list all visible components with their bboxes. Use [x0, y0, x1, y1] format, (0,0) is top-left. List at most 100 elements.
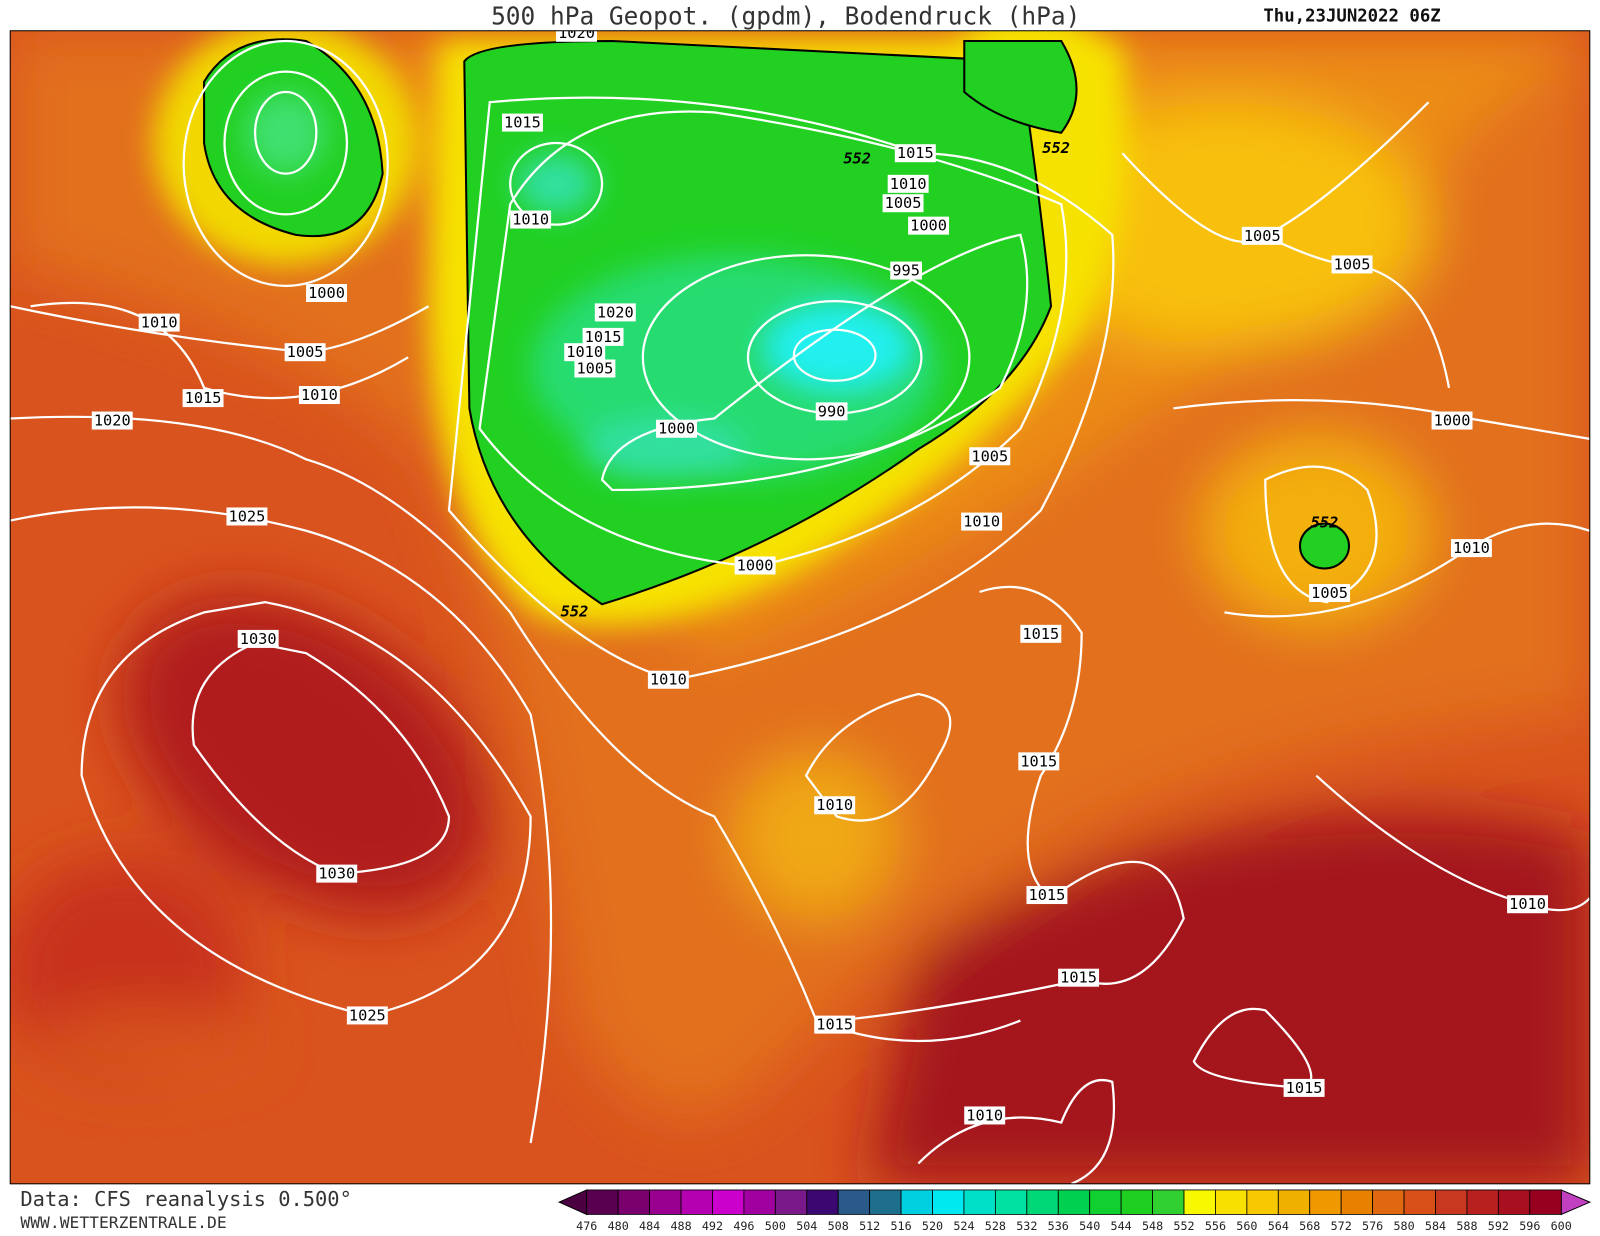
isobar-value: 1000: [737, 556, 774, 574]
colorbar-swatch: [1057, 1189, 1091, 1215]
colorbar-label: 540: [1079, 1219, 1100, 1233]
contour-label: 552: [1311, 514, 1339, 532]
isobar-label: 1015: [182, 389, 224, 408]
label-box: [1331, 255, 1373, 274]
colorbar-swatch: [1152, 1189, 1185, 1215]
colorbar-label: 568: [1299, 1219, 1320, 1233]
isobar-label: 1010: [1450, 539, 1492, 558]
label-box: [887, 174, 929, 193]
isobar-value: 1005: [971, 447, 1008, 465]
colorbar-swatch: [1183, 1189, 1216, 1215]
isobar-label: 1020: [556, 30, 597, 42]
colorbar-label: 476: [576, 1219, 597, 1233]
colorbar-swatch: [712, 1189, 745, 1215]
isobar-label: 1000: [656, 419, 697, 438]
label-box: [574, 359, 616, 378]
labels: 1020101510151010100510009959901010102010…: [91, 30, 1549, 1125]
colorbar-label: 548: [1142, 1219, 1163, 1233]
map-frame: [9, 30, 1591, 1185]
colorbar-label: 528: [985, 1219, 1006, 1233]
label-box: [1431, 411, 1473, 430]
colorbar-label: 516: [891, 1219, 912, 1233]
website: WWW.WETTERZENTRALE.DE: [20, 1213, 226, 1232]
isobar-label: 1015: [1018, 752, 1060, 771]
label-box: [961, 512, 1003, 531]
isobar-value: 1010: [816, 796, 853, 814]
label-box: [1020, 624, 1062, 643]
colorbar-swatch: [1089, 1189, 1122, 1215]
colorbar-label: 588: [1456, 1219, 1477, 1233]
isobar-label: 1010: [138, 313, 180, 332]
map-area: 1020101510151010100510009959901010102010…: [10, 30, 1590, 1184]
label-box: [226, 507, 268, 526]
isobar-value: 1015: [1060, 969, 1097, 987]
isobar-value: 1010: [966, 1106, 1003, 1124]
colorbar-label: 488: [670, 1219, 691, 1233]
colorbar-label: 484: [639, 1219, 660, 1233]
isobar-value: 1015: [504, 114, 541, 132]
label-box: [1058, 968, 1100, 987]
isobar-label: 1015: [582, 327, 624, 346]
colorbar-swatch: [743, 1189, 776, 1215]
colorbar-swatch: [1529, 1189, 1562, 1215]
colorbar-swatch: [900, 1189, 933, 1215]
colorbar-swatch: [806, 1189, 839, 1215]
isobar-value: 1015: [1286, 1079, 1323, 1097]
label-box: [237, 629, 279, 648]
isobar-label: 1005: [284, 343, 326, 362]
isobar-label: 1020: [594, 303, 636, 322]
label-box: [969, 447, 1011, 466]
isobar-value: 1000: [910, 217, 947, 235]
colorbar-label: 592: [1488, 1219, 1509, 1233]
isobar-value: 1015: [1020, 752, 1057, 770]
isobar-label: 1015: [1058, 968, 1100, 987]
isobar-label: 1020: [91, 411, 133, 430]
colorbar-label: 508: [828, 1219, 849, 1233]
isobar-label: 1015: [1283, 1078, 1325, 1097]
label-box: [734, 556, 776, 575]
colorbar-swatch: [994, 1189, 1028, 1215]
colorbar-label: 520: [922, 1219, 943, 1233]
isobar-label: 1010: [298, 386, 340, 405]
label-box: [298, 386, 340, 405]
label-box: [564, 343, 606, 362]
isobar-label: 1015: [501, 113, 543, 132]
label-box: [501, 113, 543, 132]
colorbar-label: 500: [765, 1219, 786, 1233]
colorbar-swatch: [1215, 1189, 1248, 1215]
isobar-label: 1010: [961, 512, 1003, 531]
label-box: [964, 1106, 1006, 1125]
isobar-label: 1005: [574, 359, 616, 378]
colorbar-swatch: [649, 1189, 682, 1215]
colorbar-label: 504: [796, 1219, 817, 1233]
isobar-label: 1015: [1020, 624, 1062, 643]
isobar-label: 1030: [316, 864, 358, 883]
isobar-value: 1010: [650, 671, 687, 689]
colorbar-swatch: [963, 1189, 996, 1215]
isobar-value: 1010: [1509, 895, 1546, 913]
isobar-label: 1030: [237, 629, 279, 648]
isobar-value: 1005: [885, 194, 922, 212]
colorbar-label: 560: [1236, 1219, 1257, 1233]
label-box: [1018, 752, 1060, 771]
label-box: [594, 303, 636, 322]
isobar-value: 1010: [512, 211, 549, 229]
isobar-value: 1030: [318, 865, 355, 883]
isobar-value: 1015: [185, 389, 222, 407]
colorbar-swatch: [1372, 1189, 1405, 1215]
colorbar-swatch: [1435, 1189, 1468, 1215]
label-box: [1241, 226, 1283, 245]
label-box: [1026, 886, 1068, 905]
label-box: [814, 796, 856, 815]
isobar-value: 1015: [1022, 625, 1059, 643]
isobar-value: 1005: [1311, 584, 1348, 602]
label-box: [1309, 584, 1351, 602]
isobar-value: 1005: [576, 360, 613, 378]
colorbar: 476 480 484 488 492 496 500 504 508 512 516 520 524 5…: [557, 1189, 1592, 1233]
isobar-label: 1005: [969, 447, 1011, 466]
colorbar-label: 600: [1551, 1219, 1572, 1233]
colorbar-label: 580: [1393, 1219, 1414, 1233]
colorbar-arrow-left: [557, 1189, 588, 1216]
label-box: [346, 1006, 388, 1025]
isobar-value: 1010: [141, 314, 178, 332]
